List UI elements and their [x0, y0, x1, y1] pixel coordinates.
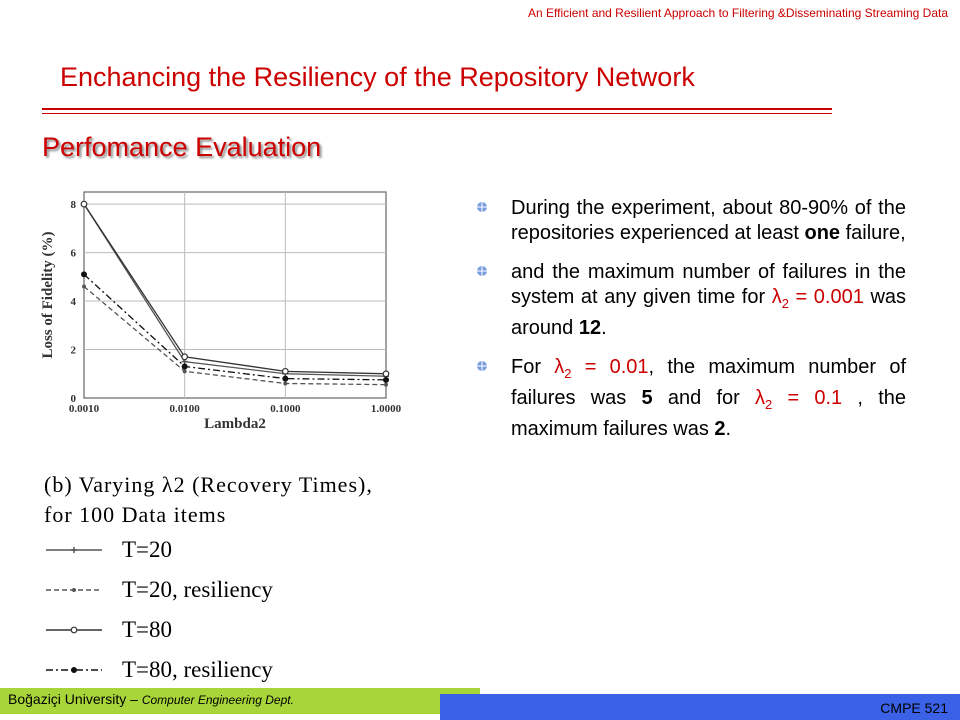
bullet-diamond-icon: [477, 266, 487, 276]
bullet-highlight: = 0.1: [772, 387, 843, 409]
x-tick-label: 0.0010: [69, 403, 100, 415]
legend-label: T=20: [122, 537, 173, 562]
bullet-item: and the maximum number of failures in th…: [476, 260, 906, 341]
legend-swatch: [46, 588, 102, 592]
footer-department: Computer Engineering Dept.: [141, 693, 294, 707]
bullet-text: For: [511, 356, 555, 378]
footer-blue-bar: [440, 694, 960, 720]
legend-swatch: [46, 547, 102, 553]
footer: Boğaziçi University – Computer Engineeri…: [0, 688, 960, 720]
bullet-item: During the experiment, about 80-90% of t…: [476, 196, 906, 246]
title-rule-thin: [42, 113, 832, 114]
bullet-text: , the maximum failures was: [511, 387, 906, 440]
bullet-highlight: 2: [781, 296, 789, 311]
data-point-series-4: [383, 376, 389, 383]
legend-marker: [71, 667, 77, 673]
footer-course: CMPE 521: [880, 700, 948, 716]
data-point-series-2: [182, 369, 187, 374]
y-axis-label: Loss of Fidelity (%): [40, 231, 56, 358]
bullet-text: , the maximum number of failures was: [511, 356, 907, 409]
bullet-emphasis: 2: [714, 418, 726, 440]
bullet-highlight: λ: [771, 286, 782, 308]
bullet-highlight: 2: [765, 397, 773, 412]
bullet-text: was around: [511, 286, 907, 339]
legend-marker: [72, 588, 76, 592]
y-tick-label: 8: [71, 199, 77, 211]
bullet-highlight: = 0.01: [571, 356, 649, 378]
data-point-series-4: [81, 271, 87, 278]
header-note: An Efficient and Resilient Approach to F…: [528, 6, 948, 20]
series-line-3: [83, 203, 387, 375]
data-point-series-2: [283, 381, 288, 386]
data-point-series-3: [281, 367, 289, 375]
bullet-text: .: [725, 418, 732, 440]
series-line-4: [83, 273, 387, 381]
legend-item: T=80: [44, 610, 404, 650]
data-point-series-3: [382, 370, 390, 378]
x-tick-label: 0.1000: [270, 403, 301, 415]
bullet-highlight: λ: [554, 356, 565, 378]
section-heading: Perfomance Evaluation: [42, 132, 322, 162]
chart-legend: (b) Varying λ2 (Recovery Times), for 100…: [44, 470, 404, 690]
bullet-highlight: λ: [755, 387, 766, 409]
legend-item: T=20, resiliency: [44, 570, 404, 610]
bullet-item: For λ2 = 0.01, the maximum number of fai…: [476, 355, 906, 442]
loss-of-fidelity-chart: 0.0010 0.0100 0.1000 1.0000 0 2 4 6 8 Lambda2 Loss…: [40, 191, 402, 432]
bullet-emphasis: 5: [641, 387, 653, 409]
footer-green-bar: [0, 688, 480, 714]
bullet-diamond-icon: [477, 361, 487, 371]
footer-university-name: Boğaziçi University –: [8, 691, 138, 707]
legend-item: T=80, resiliency: [44, 650, 404, 690]
bullet-diamond-icon: [477, 202, 487, 212]
y-tick-label: 4: [71, 296, 77, 308]
legend-marker: [70, 626, 78, 634]
bullet-list: During the experiment, about 80-90% of t…: [476, 196, 906, 456]
data-point-series-3: [181, 353, 189, 361]
chart-caption: (b) Varying λ2 (Recovery Times), for 100…: [44, 472, 373, 527]
bullet-text: and for: [652, 387, 756, 409]
y-tick-label: 2: [71, 345, 77, 357]
data-point-series-3: [80, 200, 88, 208]
x-axis-label: Lambda2: [204, 416, 266, 432]
data-point-series-4: [282, 375, 289, 382]
series-line-2: [83, 286, 387, 386]
bullet-text: .: [601, 317, 607, 339]
y-tick-label: 6: [71, 248, 77, 260]
legend-label: T=80, resiliency: [122, 657, 273, 682]
footer-university: Boğaziçi University – Computer Engineeri…: [8, 691, 294, 707]
bullet-highlight: 2: [564, 366, 572, 381]
data-point-series-2: [384, 382, 388, 387]
bullet-text: failure,: [840, 222, 906, 244]
title-rule: [42, 108, 832, 110]
bullet-text: During the experiment, about 80-90% of t…: [511, 197, 906, 244]
data-point-series-4: [181, 363, 188, 370]
bullet-highlight: = 0.001: [788, 286, 864, 308]
legend-label: T=20, resiliency: [122, 577, 273, 602]
x-tick-label: 0.0100: [170, 403, 201, 415]
bullet-emphasis: 12: [578, 317, 602, 339]
bullet-text: and the maximum number of failures in th…: [511, 261, 906, 308]
y-tick-label: 0: [71, 393, 77, 405]
legend-marker: [71, 547, 77, 553]
bullet-emphasis: one: [804, 222, 841, 244]
x-tick-label: 1.0000: [371, 403, 402, 415]
legend-item: T=20: [44, 530, 404, 570]
legend-swatch: [46, 667, 102, 673]
legend-label: T=80: [122, 617, 173, 642]
legend-swatch: [46, 626, 102, 634]
data-point-series-2: [82, 284, 86, 289]
series-line-1: [83, 203, 387, 377]
slide-title: Enchancing the Resiliency of the Reposit…: [60, 62, 695, 92]
